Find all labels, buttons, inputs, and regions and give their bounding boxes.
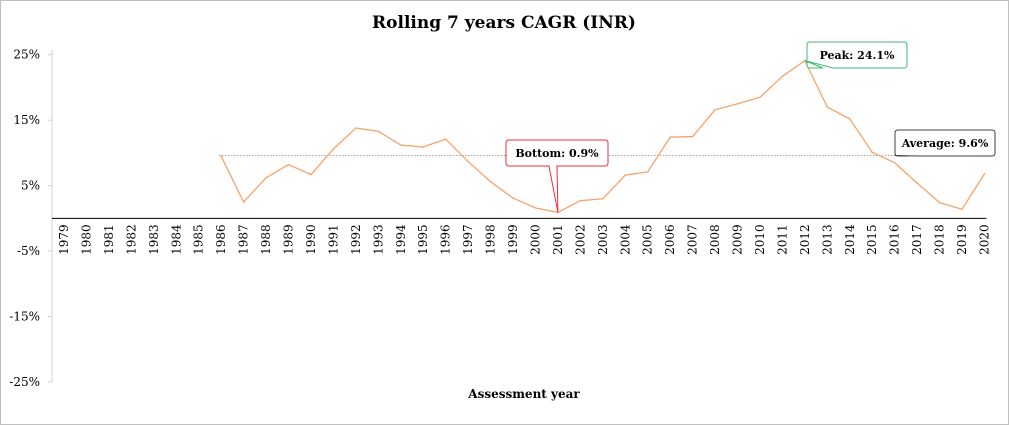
x-tick-label: 1992 xyxy=(349,224,363,255)
series-point xyxy=(467,160,469,163)
series-point xyxy=(983,173,986,175)
series-point xyxy=(242,201,245,203)
callout-box xyxy=(804,41,908,69)
series-point xyxy=(736,103,739,105)
series-point xyxy=(444,138,447,140)
series-point xyxy=(602,197,604,200)
x-tick-label: 1989 xyxy=(282,224,296,255)
x-tick-label: 2014 xyxy=(843,224,857,255)
series-point xyxy=(512,197,514,199)
x-tick-label: 1991 xyxy=(326,224,340,255)
series-point xyxy=(534,207,537,209)
x-tick-label: 2017 xyxy=(910,224,924,255)
series-point xyxy=(691,135,694,138)
x-axis-title: Assessment year xyxy=(467,387,580,401)
series-layer xyxy=(220,59,986,214)
x-tick-label: 2015 xyxy=(865,224,879,255)
x-tick-label: 2010 xyxy=(753,224,767,255)
chart-title: Rolling 7 years CAGR (INR) xyxy=(372,13,636,33)
x-tick-label: 1980 xyxy=(79,224,93,255)
y-tick-label: -25% xyxy=(9,375,40,389)
x-tick-label: 2000 xyxy=(528,224,542,255)
series-point xyxy=(422,146,425,148)
callout-average: Average: 9.6% xyxy=(894,129,996,157)
series-point xyxy=(826,106,829,108)
series-point xyxy=(377,130,380,133)
x-tick-label: 2006 xyxy=(663,224,677,255)
x-tick-label: 2013 xyxy=(820,224,834,255)
x-tick-label: 1988 xyxy=(259,224,273,255)
y-tick-label: -5% xyxy=(17,244,40,258)
callout-label: Peak: 24.1% xyxy=(820,49,895,62)
x-tick-label: 1995 xyxy=(416,224,430,255)
series-line xyxy=(220,59,985,214)
x-tick-label: 1999 xyxy=(506,224,520,255)
series-point xyxy=(759,96,761,99)
series-point xyxy=(355,127,357,129)
series-point xyxy=(399,144,402,146)
series-point xyxy=(871,151,873,154)
x-tick-label: 1998 xyxy=(484,224,498,255)
y-tick-label: 15% xyxy=(13,113,40,127)
x-tick-label: 1985 xyxy=(192,224,206,255)
x-axis: 1979 1980 1981 1982 1983 1984 1985 1986 1987 1988… xyxy=(52,217,991,255)
series-point xyxy=(579,199,582,202)
x-tick-label: 2007 xyxy=(686,224,700,255)
series-point xyxy=(624,174,627,176)
x-tick-label: 2020 xyxy=(977,224,991,255)
series-point xyxy=(310,173,312,176)
series-point xyxy=(781,75,784,78)
series-point xyxy=(714,108,716,111)
x-tick-label: 2012 xyxy=(798,224,812,255)
x-tick-label: 1982 xyxy=(124,224,138,255)
x-tick-label: 2005 xyxy=(641,224,655,255)
callout-label: Bottom: 0.9% xyxy=(515,147,599,160)
x-tick-label: 2011 xyxy=(775,224,789,255)
x-tick-label: 1981 xyxy=(102,224,116,255)
y-axis: 25% 15% 5% -5% -15% -25% xyxy=(9,48,53,389)
x-tick-label: 1994 xyxy=(394,224,408,255)
callout-bottom: Bottom: 0.9% xyxy=(505,139,609,213)
x-tick-label: 1979 xyxy=(57,224,71,255)
x-tick-label: 2009 xyxy=(731,224,745,255)
callout-peak: Peak: 24.1% xyxy=(804,41,908,69)
series-point xyxy=(893,161,896,164)
series-point xyxy=(287,163,290,166)
x-tick-label: 1986 xyxy=(214,224,228,255)
x-tick-label: 1993 xyxy=(371,224,385,255)
x-tick-label: 1984 xyxy=(169,224,183,255)
series-point xyxy=(669,136,671,138)
series-point xyxy=(916,182,918,184)
x-tick-label: 2016 xyxy=(888,224,902,255)
series-point xyxy=(332,148,335,150)
y-tick-label: 5% xyxy=(21,179,40,193)
y-tick-label: -15% xyxy=(9,310,40,324)
x-tick-label: 2019 xyxy=(955,224,969,255)
series-point xyxy=(646,171,649,173)
series-point xyxy=(938,201,941,204)
x-tick-label: 2001 xyxy=(551,224,565,255)
y-tick-label: 25% xyxy=(13,48,40,62)
x-tick-label: 2018 xyxy=(933,224,947,255)
series-point xyxy=(489,180,492,183)
callout-box xyxy=(894,129,996,157)
x-tick-label: 2004 xyxy=(618,224,632,255)
x-tick-label: 1997 xyxy=(461,224,475,255)
series-point xyxy=(220,155,222,157)
series-point xyxy=(961,208,963,210)
x-tick-label: 2002 xyxy=(573,224,587,255)
x-tick-label: 1983 xyxy=(147,224,161,255)
x-tick-label: 1990 xyxy=(304,224,318,255)
callout-box xyxy=(505,139,609,213)
x-tick-label: 2008 xyxy=(708,224,722,255)
x-tick-label: 1996 xyxy=(439,224,453,255)
series-point xyxy=(265,176,267,179)
x-tick-label: 1987 xyxy=(237,224,251,255)
callout-label: Average: 9.6% xyxy=(901,137,989,150)
x-tick-label: 2003 xyxy=(596,224,610,255)
annotation-layer: Bottom: 0.9% Peak: 24.1% Average: 9.6% xyxy=(505,41,996,213)
series-point xyxy=(848,118,851,120)
